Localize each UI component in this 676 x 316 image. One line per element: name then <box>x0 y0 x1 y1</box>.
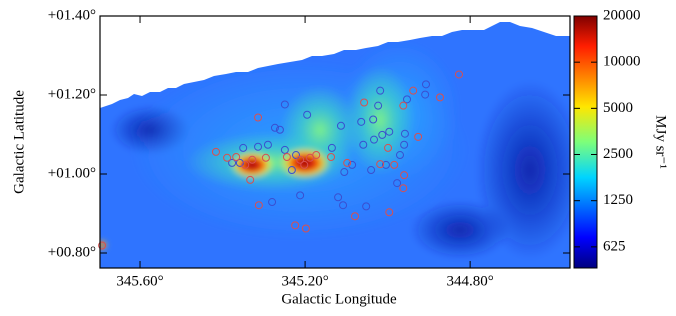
x-axis-title: Galactic Longitude <box>281 291 397 307</box>
colorbar-tick-label: 10000 <box>603 54 641 70</box>
colorbar-tick-label: 5000 <box>603 100 633 116</box>
x-tick-label: 344.80° <box>447 273 494 289</box>
figure: Galactic Longitude Galactic Latitude MJy… <box>0 0 676 311</box>
y-tick-label: +00.80° <box>48 244 96 260</box>
y-axis-title: Galactic Latitude <box>11 90 27 194</box>
y-tick-label: +01.40° <box>48 7 96 23</box>
x-tick-label: 345.20° <box>281 273 328 289</box>
colorbar <box>574 16 597 268</box>
colorbar-label: MJy sr⁻¹ <box>653 115 669 169</box>
colorbar-tick-label: 20000 <box>603 7 641 23</box>
colorbar-tick-label: 2500 <box>603 146 633 162</box>
emission-map <box>97 16 585 268</box>
y-tick-label: +01.20° <box>48 86 96 102</box>
colorbar-tick-label: 1250 <box>603 192 633 208</box>
colorbar-tick-label: 625 <box>603 238 626 254</box>
x-tick-label: 345.60° <box>116 273 163 289</box>
y-tick-label: +01.00° <box>48 165 96 181</box>
